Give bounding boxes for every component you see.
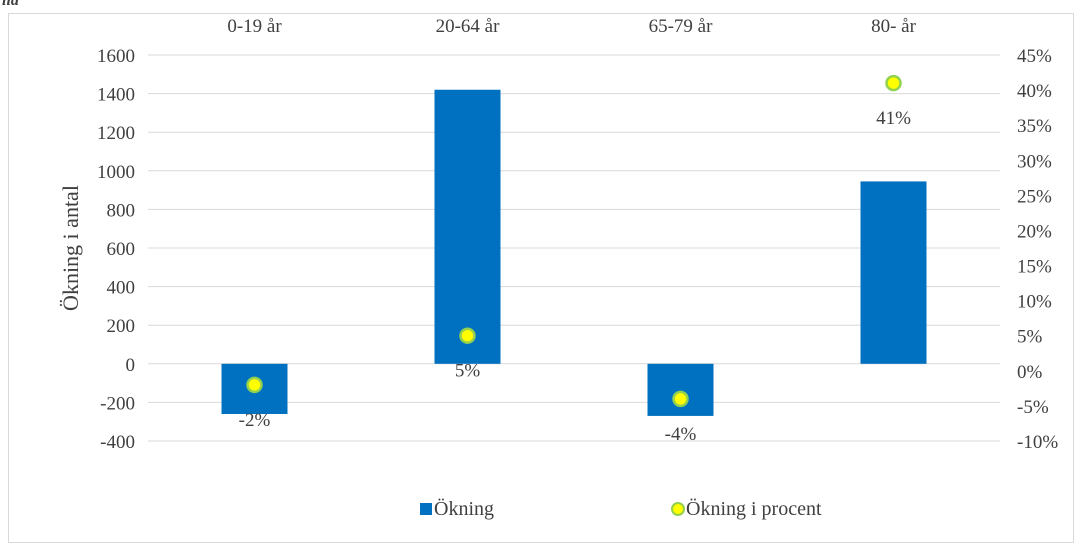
y2-tick-label: 25% xyxy=(1017,186,1052,207)
y-tick-label: 0 xyxy=(126,355,136,376)
chart-frame xyxy=(8,13,1074,543)
legend: Ökning Ökning i procent xyxy=(420,497,822,520)
y-tick-label: 1000 xyxy=(97,162,135,183)
percent-point xyxy=(246,376,263,394)
y-tick-label: 600 xyxy=(107,239,136,260)
percent-point xyxy=(885,74,902,92)
y2-tick-label: 5% xyxy=(1017,327,1043,348)
bar xyxy=(647,363,714,416)
corner-text: lla xyxy=(2,0,19,9)
percent-data-label: -4% xyxy=(665,424,697,445)
y-tick-label: -200 xyxy=(100,393,135,414)
y-tick-label: 1600 xyxy=(97,46,135,67)
category-label: 80- år xyxy=(871,16,917,37)
legend-label-bar: Ökning xyxy=(434,497,494,520)
y-tick-label: 400 xyxy=(107,278,136,299)
y2-tick-label: 20% xyxy=(1017,221,1052,242)
bar-series xyxy=(221,89,927,416)
y2-tick-label: -10% xyxy=(1017,432,1058,453)
gridlines xyxy=(148,54,1000,442)
y-tick-label: 1200 xyxy=(97,123,135,144)
legend-swatch-bar xyxy=(420,503,432,515)
y-tick-label: 200 xyxy=(107,316,136,337)
category-label: 20-64 år xyxy=(436,16,501,37)
percent-point xyxy=(672,390,689,408)
percent-point xyxy=(459,327,476,344)
y-tick-label: -400 xyxy=(100,432,135,453)
y2-tick-label: 0% xyxy=(1017,362,1043,383)
legend-swatch-point xyxy=(671,502,685,516)
y-tick-label: 800 xyxy=(107,200,136,221)
chart-text: -400 -200 0 200 400 600 800 1000 1200 1400 1600 -10… xyxy=(58,16,1058,453)
percent-series xyxy=(246,74,902,408)
y2-tick-label: 10% xyxy=(1017,292,1052,313)
y2-tick-label: -5% xyxy=(1017,397,1049,418)
percent-data-label: 5% xyxy=(455,361,481,382)
category-label: 0-19 år xyxy=(227,16,282,37)
category-label: 65-79 år xyxy=(649,16,714,37)
percent-data-label: -2% xyxy=(239,410,271,431)
legend-label-point: Ökning i procent xyxy=(686,497,822,520)
y2-tick-label: 35% xyxy=(1017,116,1052,137)
y2-tick-label: 40% xyxy=(1017,81,1052,102)
y2-tick-label: 15% xyxy=(1017,257,1052,278)
bar xyxy=(860,181,927,364)
y-axis-title: Ökning i antal xyxy=(58,185,83,311)
y-tick-label: 1400 xyxy=(97,85,135,106)
percent-data-label: 41% xyxy=(876,108,911,129)
y2-tick-label: 30% xyxy=(1017,151,1052,172)
bar xyxy=(434,89,501,364)
y2-tick-label: 45% xyxy=(1017,46,1052,67)
